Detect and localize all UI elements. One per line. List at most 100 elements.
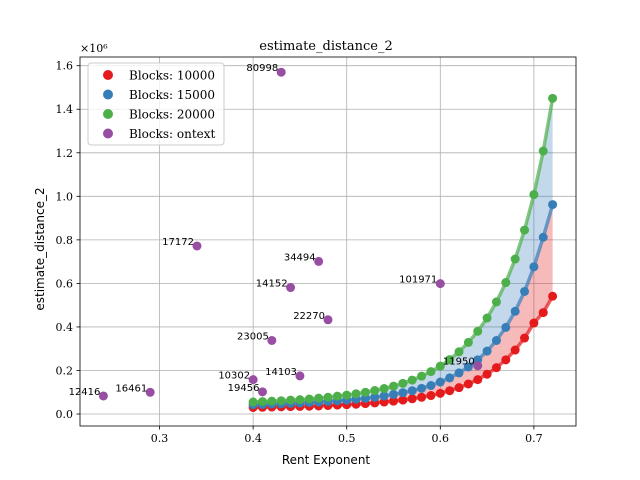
point-blocks-20000	[417, 371, 427, 381]
point-blocks-ontext	[276, 67, 286, 77]
legend: Blocks: 10000 Blocks: 15000 Blocks: 20000 B…	[87, 62, 225, 146]
point-blocks-20000	[407, 375, 417, 385]
point-annotation: 11950	[443, 357, 475, 368]
point-blocks-15000	[370, 392, 380, 402]
point-blocks-20000	[304, 394, 314, 404]
y-tick-label: 0.8	[56, 234, 74, 247]
point-blocks-15000	[417, 383, 427, 393]
point-blocks-10000	[482, 369, 492, 379]
point-blocks-20000	[445, 355, 455, 365]
point-blocks-20000	[248, 397, 258, 407]
y-tick-label: 0.2	[56, 364, 74, 377]
x-axis-label: Rent Exponent	[282, 453, 371, 467]
legend-label: Blocks: 10000	[129, 69, 215, 83]
point-blocks-20000	[257, 397, 267, 407]
point-blocks-10000	[407, 394, 417, 404]
point-blocks-20000	[360, 387, 370, 397]
point-annotation: 22270	[293, 311, 325, 322]
point-annotation: 80998	[246, 63, 278, 74]
point-blocks-15000	[389, 389, 399, 399]
point-blocks-ontext	[257, 387, 267, 397]
point-blocks-20000	[520, 225, 530, 235]
point-blocks-20000	[379, 384, 389, 394]
y-axis-label: estimate_distance_2	[33, 187, 47, 310]
point-blocks-20000	[398, 378, 408, 388]
point-blocks-20000	[314, 393, 324, 403]
y-tick-label: 0.0	[56, 408, 74, 421]
point-blocks-20000	[286, 395, 296, 405]
point-blocks-20000	[538, 146, 548, 156]
point-blocks-10000	[529, 318, 539, 328]
point-blocks-20000	[370, 386, 380, 396]
point-blocks-20000	[463, 337, 473, 347]
point-blocks-10000	[398, 395, 408, 405]
point-annotation: 17172	[162, 237, 194, 248]
x-tick-label: 0.4	[244, 432, 262, 445]
point-blocks-20000	[267, 396, 277, 406]
x-tick-label: 0.6	[432, 432, 450, 445]
point-blocks-15000	[482, 346, 492, 356]
y-tick-label: 1.0	[56, 190, 74, 203]
point-blocks-10000	[426, 391, 436, 401]
point-blocks-10000	[501, 355, 511, 365]
point-annotation: 14103	[265, 367, 297, 378]
point-blocks-15000	[529, 262, 539, 272]
point-blocks-20000	[295, 395, 305, 405]
point-blocks-20000	[510, 254, 520, 264]
point-annotation: 16461	[115, 383, 147, 394]
legend-box	[87, 62, 225, 146]
point-blocks-ontext	[314, 256, 324, 266]
point-blocks-15000	[407, 386, 417, 396]
data-points	[98, 67, 558, 412]
point-blocks-10000	[389, 396, 399, 406]
point-blocks-15000	[445, 373, 455, 383]
point-annotation: 23005	[237, 331, 269, 342]
legend-label: Blocks: 20000	[129, 108, 215, 122]
grid	[80, 57, 576, 426]
point-blocks-10000	[548, 291, 558, 301]
point-blocks-ontext	[248, 375, 258, 385]
point-blocks-15000	[520, 286, 530, 296]
point-blocks-15000	[463, 362, 473, 372]
point-blocks-15000	[548, 200, 558, 210]
y-tick-label: 1.4	[56, 103, 74, 116]
x-tick-label: 0.3	[151, 432, 169, 445]
point-blocks-ontext	[192, 241, 202, 251]
point-blocks-10000	[510, 345, 520, 355]
point-blocks-ontext	[435, 279, 445, 289]
y-axis-offset-label: ×10⁶	[80, 42, 108, 55]
point-annotation: 19456	[228, 383, 260, 394]
chart-title: estimate_distance_2	[259, 39, 393, 54]
point-blocks-15000	[538, 232, 548, 242]
point-blocks-10000	[463, 379, 473, 389]
legend-label: Blocks: 15000	[129, 88, 215, 102]
y-tick-label: 0.6	[56, 277, 74, 290]
y-axis-ticks: 0.0 0.2 0.4 0.6 0.8 1.0 1.2 1.4 1.6	[56, 60, 80, 421]
point-blocks-20000	[529, 190, 539, 200]
point-blocks-ontext	[98, 391, 108, 401]
point-blocks-20000	[276, 396, 286, 406]
x-tick-label: 0.5	[338, 432, 356, 445]
y-tick-label: 0.4	[56, 321, 74, 334]
point-annotation: 14152	[256, 279, 288, 290]
point-blocks-ontext	[286, 283, 296, 293]
point-blocks-10000	[454, 383, 464, 393]
legend-marker	[103, 128, 113, 139]
point-blocks-20000	[426, 367, 436, 377]
point-blocks-10000	[491, 363, 501, 373]
y-tick-label: 1.6	[56, 60, 74, 73]
point-blocks-10000	[538, 308, 548, 318]
point-blocks-15000	[491, 335, 501, 345]
point-blocks-10000	[445, 386, 455, 396]
point-annotation: 34494	[284, 252, 316, 263]
point-blocks-20000	[482, 313, 492, 323]
point-blocks-ontext	[323, 315, 333, 325]
axes-frame	[79, 56, 577, 427]
y-tick-label: 1.2	[56, 147, 74, 160]
point-blocks-ontext	[267, 335, 277, 345]
point-blocks-20000	[473, 326, 483, 336]
point-annotation: 101971	[399, 275, 437, 286]
point-blocks-15000	[426, 381, 436, 391]
